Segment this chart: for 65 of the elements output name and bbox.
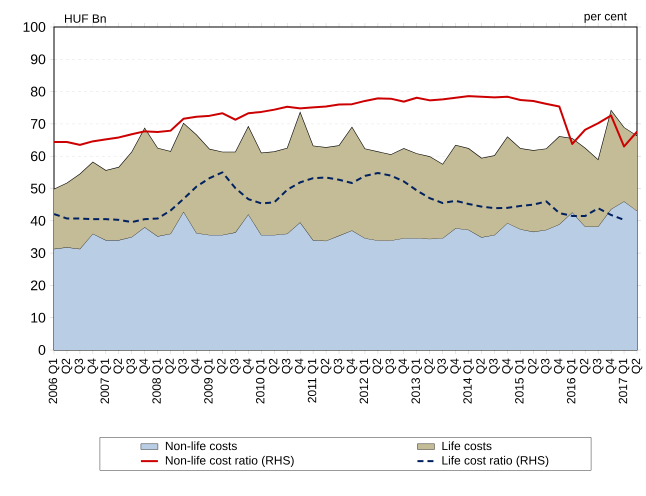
x-tick-label: Q4 [346,358,358,374]
x-tick-label: Q4 [398,358,410,374]
x-tick-label: Q3 [489,358,500,374]
x-tick-label: Q3 [541,358,552,374]
x-tick-label: 2013 Q1 [411,358,422,404]
y-tick-label: 10 [31,312,46,323]
x-tick-label: 2012 Q1 [360,358,370,404]
line-series [53,95,638,148]
x-tick-label: 2017 Q1 [618,358,630,404]
x-tick-label: Q2 [632,358,642,374]
legend-label: Life costs [442,441,492,450]
y-tick-label: 0 [38,345,46,355]
x-tick-label: Q3 [126,358,138,374]
x-tick-label: Q4 [502,358,513,374]
x-tick-label: Q2 [528,358,539,374]
x-tick-label: Q3 [282,358,293,374]
legend-label: Non-life cost ratio (RHS) [166,456,294,467]
x-tick-label: 2007 Q1 [100,358,112,404]
y-tick-label: 20 [31,280,46,290]
y-tick-label: 80 [30,86,46,97]
x-tick-label: Q3 [178,358,189,374]
x-tick-label: 2016 Q1 [566,358,578,404]
x-tick-label: 2008 Q1 [152,358,163,404]
x-tick-label: Q2 [113,358,124,374]
x-tick-label: 2006 Q1 [48,358,60,404]
x-tick-label: 2011 Q1 [308,358,318,403]
x-tick-label: Q3 [592,358,604,374]
x-tick-label: Q2 [268,358,280,374]
x-tick-label: Q3 [230,358,241,374]
y-tick-label: 90 [30,54,46,64]
y-tick-label: 50 [30,184,46,194]
x-tick-label: Q4 [606,358,616,374]
x-tick-label: Q2 [476,358,487,374]
x-tick-label: Q4 [450,358,461,374]
x-tick-label: Q4 [191,358,202,374]
x-tick-label: Q2 [424,358,436,374]
y-tick-label: 30 [30,248,46,258]
x-tick-label: Q2 [372,358,384,374]
y-tick-label: 60 [31,151,46,162]
y-tick-label: 70 [31,118,46,129]
x-tick-label: Q2 [62,358,72,374]
line-series [53,171,626,224]
x-tick-label: 2010 Q1 [256,358,267,404]
x-tick-label: Q4 [88,358,98,374]
x-tick-label: 2014 Q1 [463,358,474,404]
x-tick-label: Q3 [437,358,448,374]
x-tick-label: 2015 Q1 [515,358,526,404]
x-tick-label: Q2 [217,358,228,374]
x-tick-label: 2009 Q1 [204,358,215,404]
x-tick-label: Q4 [139,358,150,374]
x-tick-label: Q3 [386,358,396,374]
y-tick-label: 100 [24,22,46,32]
x-tick-label: Q4 [243,358,254,374]
x-tick-label: Q4 [294,358,306,374]
x-tick-label: Q2 [165,358,176,374]
x-tick-label: Q4 [554,358,565,374]
x-tick-label: Q2 [320,358,332,374]
y-tick-label: 40 [30,216,46,226]
y2-axis-title: per cent [584,12,627,23]
y-axis-title: HUF Bn [64,14,106,23]
legend-label: Life cost ratio (RHS) [442,456,548,467]
legend-label: Non-life costs [166,441,237,450]
x-tick-label: Q3 [334,358,344,374]
x-tick-label: Q3 [74,358,86,374]
x-tick-label: Q2 [580,358,590,374]
